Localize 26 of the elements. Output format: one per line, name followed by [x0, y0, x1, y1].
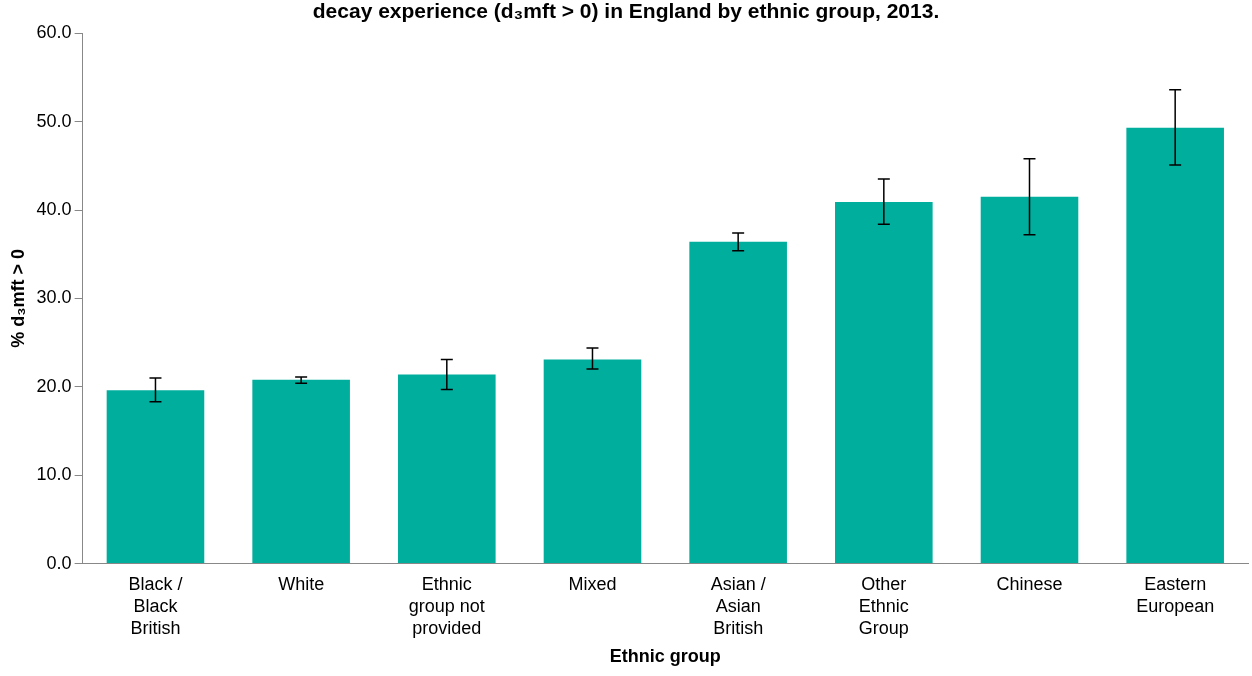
x-tick-label: Ethnic group not provided — [408, 574, 485, 638]
x-tick-label: Chinese — [996, 574, 1063, 595]
x-tick-label: Black / Black British — [128, 574, 183, 638]
bar — [543, 359, 642, 564]
bar — [1126, 127, 1224, 564]
bar — [398, 374, 496, 564]
x-tick-label: Eastern European — [1136, 574, 1215, 616]
bar — [252, 379, 350, 564]
x-tick-label: Other Ethnic Group — [858, 574, 909, 638]
bar — [689, 241, 787, 564]
bar — [980, 196, 1079, 564]
y-tick-label: 30.0 — [36, 287, 72, 308]
y-tick-label: 0.0 — [46, 552, 72, 573]
y-tick-label: 10.0 — [36, 464, 72, 485]
y-tick-label: 40.0 — [36, 198, 72, 219]
x-tick-label: White — [278, 574, 325, 595]
y-axis-title: % d₃mft > 0 — [7, 248, 28, 348]
y-tick-label: 60.0 — [36, 22, 72, 43]
y-tick-label: 20.0 — [36, 375, 72, 396]
bar — [106, 390, 205, 564]
bar — [835, 202, 933, 564]
x-axis-title: Ethnic group — [609, 646, 721, 667]
chart-title: decay experience (d₃mft > 0) in England by ethnic group, 2013. — [312, 0, 940, 23]
y-tick-label: 50.0 — [36, 110, 72, 131]
x-tick-label: Mixed — [568, 574, 617, 595]
x-tick-label: Asian / Asian British — [710, 574, 766, 638]
